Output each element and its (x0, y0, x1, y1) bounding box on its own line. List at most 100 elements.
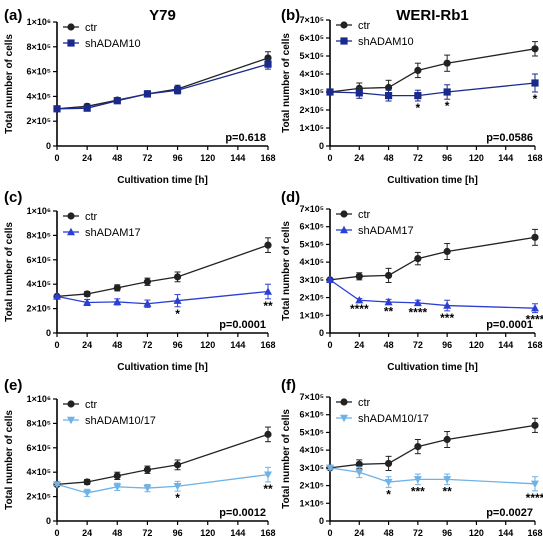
y-tick-label: 4×10⁵ (27, 467, 52, 477)
legend-label: shADAM17 (85, 227, 141, 239)
significance-mark: ** (384, 305, 394, 319)
y-tick-label: 1×10⁶ (27, 394, 51, 404)
y-tick-label: 2×10⁵ (300, 105, 325, 115)
panel-title: Y79 (149, 7, 176, 24)
x-tick-label: 120 (469, 153, 484, 163)
y-tick-label: 8×10⁵ (27, 230, 52, 240)
y-axis-title: Total number of cells (4, 410, 15, 510)
series-line (56, 433, 269, 486)
data-point (83, 290, 91, 298)
x-tick-label: 168 (527, 340, 542, 350)
x-tick-label: 96 (173, 153, 183, 163)
data-point (173, 86, 182, 94)
x-tick-label: 24 (354, 340, 364, 350)
significance-mark: ** (263, 299, 273, 313)
x-tick-label: 0 (54, 340, 59, 350)
data-point (326, 275, 334, 284)
x-axis-title: Cultivation time [h] (387, 362, 478, 373)
series-0 (53, 51, 272, 113)
data-point (143, 90, 152, 98)
x-tick-label: 168 (527, 153, 542, 163)
y-tick-label: 1×10⁵ (300, 498, 325, 508)
series-line (56, 244, 269, 298)
data-point (413, 476, 422, 484)
legend-marker (340, 225, 348, 234)
y-tick-label: 6×10⁵ (27, 67, 52, 77)
data-point (143, 278, 152, 286)
series-1 (53, 58, 272, 113)
x-tick-label: 48 (384, 340, 394, 350)
x-tick-label: 144 (498, 528, 513, 538)
significance-mark: * (175, 307, 180, 321)
data-point (143, 484, 152, 493)
data-point (173, 296, 182, 304)
significance-mark: **** (526, 491, 543, 505)
legend-marker (340, 398, 348, 406)
x-tick-label: 48 (112, 528, 122, 538)
legend-marker (67, 23, 75, 31)
series-line (56, 290, 269, 305)
y-tick-label: 0 (46, 516, 51, 526)
x-tick-label: 24 (82, 153, 92, 163)
x-tick-label: 0 (54, 153, 59, 163)
y-tick-label: 6×10⁵ (27, 255, 52, 265)
panel-label: (d) (281, 189, 300, 206)
data-point (113, 284, 121, 292)
series-1 (53, 466, 272, 498)
significance-mark: **** (350, 302, 369, 316)
series-0 (326, 417, 539, 472)
y-tick-label: 8×10⁵ (27, 42, 52, 52)
data-point (83, 298, 92, 306)
data-point (83, 478, 91, 486)
x-tick-label: 96 (173, 528, 183, 538)
y-tick-label: 6×10⁵ (300, 222, 325, 232)
data-point (53, 292, 61, 300)
y-tick-label: 0 (319, 328, 324, 338)
series-1 (326, 464, 539, 492)
x-tick-label: 144 (230, 153, 245, 163)
data-point (443, 301, 452, 309)
data-point (83, 104, 91, 112)
legend-marker (67, 400, 75, 408)
data-point (113, 472, 121, 480)
y-tick-label: 2×10⁵ (27, 492, 52, 502)
data-point (384, 459, 393, 468)
data-point (531, 480, 539, 488)
data-point (53, 105, 61, 113)
data-point (264, 287, 272, 295)
x-tick-label: 72 (413, 153, 423, 163)
x-tick-label: 96 (442, 340, 452, 350)
x-tick-label: 120 (200, 153, 215, 163)
y-tick-label: 5×10⁵ (300, 51, 325, 61)
x-tick-label: 0 (327, 340, 332, 350)
data-point (355, 272, 363, 280)
x-tick-label: 0 (54, 528, 59, 538)
data-point (143, 466, 152, 474)
data-point (173, 461, 182, 469)
legend-label: shADAM10/17 (358, 413, 429, 425)
x-tick-label: 72 (413, 340, 423, 350)
data-point (384, 297, 393, 306)
y-tick-label: 1×10⁵ (300, 123, 325, 133)
significance-mark: * (533, 92, 538, 106)
x-tick-label: 72 (142, 153, 152, 163)
y-axis-title: Total number of cells (281, 409, 292, 509)
legend-marker (67, 416, 75, 425)
series-line (329, 424, 536, 469)
significance-mark: * (386, 487, 391, 501)
legend-label: ctr (358, 209, 371, 221)
legend-marker (340, 37, 348, 45)
y-tick-label: 8×10⁵ (27, 418, 52, 428)
data-point (355, 469, 364, 477)
p-value-label: p=0.618 (225, 132, 266, 144)
panel-label: (e) (4, 377, 22, 394)
data-point (531, 233, 539, 241)
y-axis-title: Total number of cells (281, 221, 292, 321)
p-value-label: p=0.0001 (486, 319, 533, 331)
y-tick-label: 1×10⁵ (300, 310, 325, 320)
x-tick-label: 0 (327, 528, 332, 538)
data-point (384, 478, 393, 487)
y-tick-label: 7×10⁵ (300, 392, 325, 402)
data-point (384, 271, 393, 280)
data-point (355, 460, 363, 468)
